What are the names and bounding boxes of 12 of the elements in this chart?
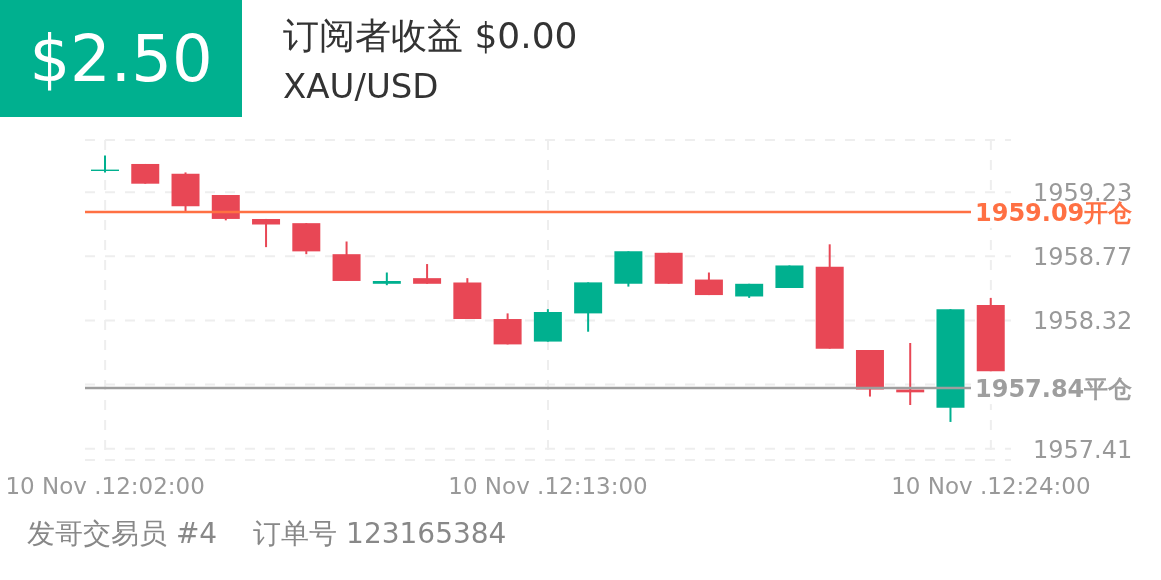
text: $2.50 xyxy=(0,0,242,117)
y-tick-label: 1958.77 xyxy=(1033,243,1133,272)
ref-line-label: 1957.84平仓 xyxy=(975,375,1134,404)
y-tick-label: 1957.41 xyxy=(1033,435,1133,464)
text: 发哥交易员 #4 xyxy=(27,517,218,550)
x-tick-label: 10 Nov .12:02:00 xyxy=(5,473,205,499)
chart-subtitle: XAU/USD xyxy=(283,66,439,106)
x-tick-label: 10 Nov .12:13:00 xyxy=(448,473,648,499)
y-tick-label: 1958.32 xyxy=(1033,307,1133,336)
text: 订单号 123165384 xyxy=(253,517,507,550)
chart-title: 订阅者收益 $0.00 xyxy=(283,14,578,58)
x-tick-label: 10 Nov .12:24:00 xyxy=(891,473,1091,499)
